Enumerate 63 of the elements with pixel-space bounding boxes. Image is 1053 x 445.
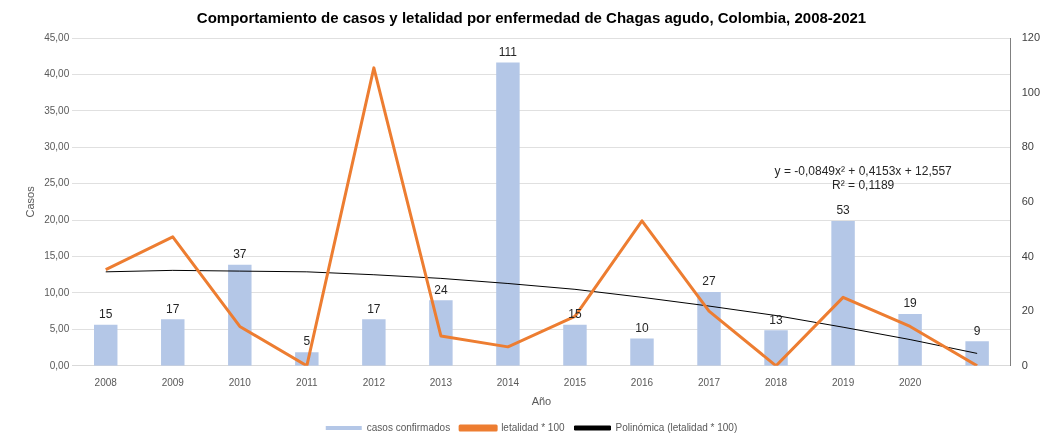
x-tick-label: 2012: [362, 376, 386, 388]
x-tick-label: 2018: [764, 376, 788, 388]
bar: [94, 324, 118, 366]
y-tick-label: 40,00: [44, 68, 70, 80]
data-label: 17: [367, 301, 381, 316]
y-tick-label: 20,00: [44, 213, 70, 225]
y2-tick-label: 60: [1021, 194, 1034, 207]
y-tick-label: 5,00: [49, 323, 70, 335]
annotation: y = -0,0849x² + 0,4153x + 12,557: [774, 164, 953, 179]
legend-label: Polinómica (letalidad * 100): [615, 421, 738, 433]
legend-label: casos confirmados: [366, 421, 451, 433]
y-tick-label: 0,00: [49, 359, 70, 371]
data-label: 27: [702, 274, 717, 289]
data-label: 10: [635, 320, 649, 335]
bar: [831, 221, 855, 366]
x-tick-label: 2020: [898, 376, 922, 388]
data-label: 9: [973, 323, 981, 338]
y-tick-label: 35,00: [44, 104, 70, 116]
y-tick-label: 30,00: [44, 141, 70, 153]
bar: [228, 264, 252, 366]
y2-tick-label: 120: [1021, 31, 1041, 44]
x-tick-label: 2008: [94, 376, 118, 388]
x-tick-label: 2010: [228, 376, 252, 388]
y2-tick-label: 0: [1021, 358, 1028, 371]
data-label: 53: [836, 203, 851, 218]
data-label: 13: [769, 312, 784, 327]
bar: [362, 319, 386, 366]
data-label: 19: [903, 296, 918, 311]
y-tick-label: 10,00: [44, 286, 70, 298]
bar: [965, 341, 989, 366]
x-tick-label: 2009: [161, 376, 185, 388]
data-label: 24: [434, 282, 448, 297]
y-tick-label: 45,00: [44, 31, 70, 43]
data-label: 5: [303, 334, 311, 349]
y2-tick-label: 40: [1021, 249, 1034, 262]
y-tick-label: 25,00: [44, 177, 70, 189]
annotation: R² = 0,1189: [832, 178, 895, 193]
x-tick-label: 2016: [630, 376, 654, 388]
legend-label: letalidad * 100: [501, 421, 565, 433]
x-tick-label: 2017: [697, 376, 721, 388]
bar: [630, 338, 654, 366]
bar: [161, 319, 185, 366]
bar: [496, 62, 520, 366]
x-tick-label: 2013: [429, 376, 453, 388]
x-tick-label: 2011: [296, 376, 319, 388]
x-axis-title: Año: [531, 395, 552, 408]
bar: [898, 313, 922, 366]
y2-tick-label: 20: [1021, 304, 1034, 317]
x-tick-label: 2014: [496, 376, 520, 388]
x-tick-label: 2015: [563, 376, 587, 388]
data-label: 37: [233, 247, 247, 262]
y2-tick-label: 100: [1021, 85, 1041, 98]
y2-tick-label: 80: [1021, 140, 1034, 153]
bar: [429, 300, 453, 366]
y-axis-title: Casos: [23, 185, 36, 218]
bar: [697, 292, 721, 366]
chart-title: Comportamiento de casos y letalidad por enfermedad de Chagas agudo, Colombia, 2008-2021: [196, 9, 867, 27]
data-label: 17: [166, 301, 180, 316]
x-tick-label: 2019: [831, 376, 855, 388]
data-label: 15: [99, 307, 113, 322]
bar: [563, 324, 587, 366]
data-label: 111: [498, 44, 518, 59]
y-tick-label: 15,00: [44, 250, 70, 262]
